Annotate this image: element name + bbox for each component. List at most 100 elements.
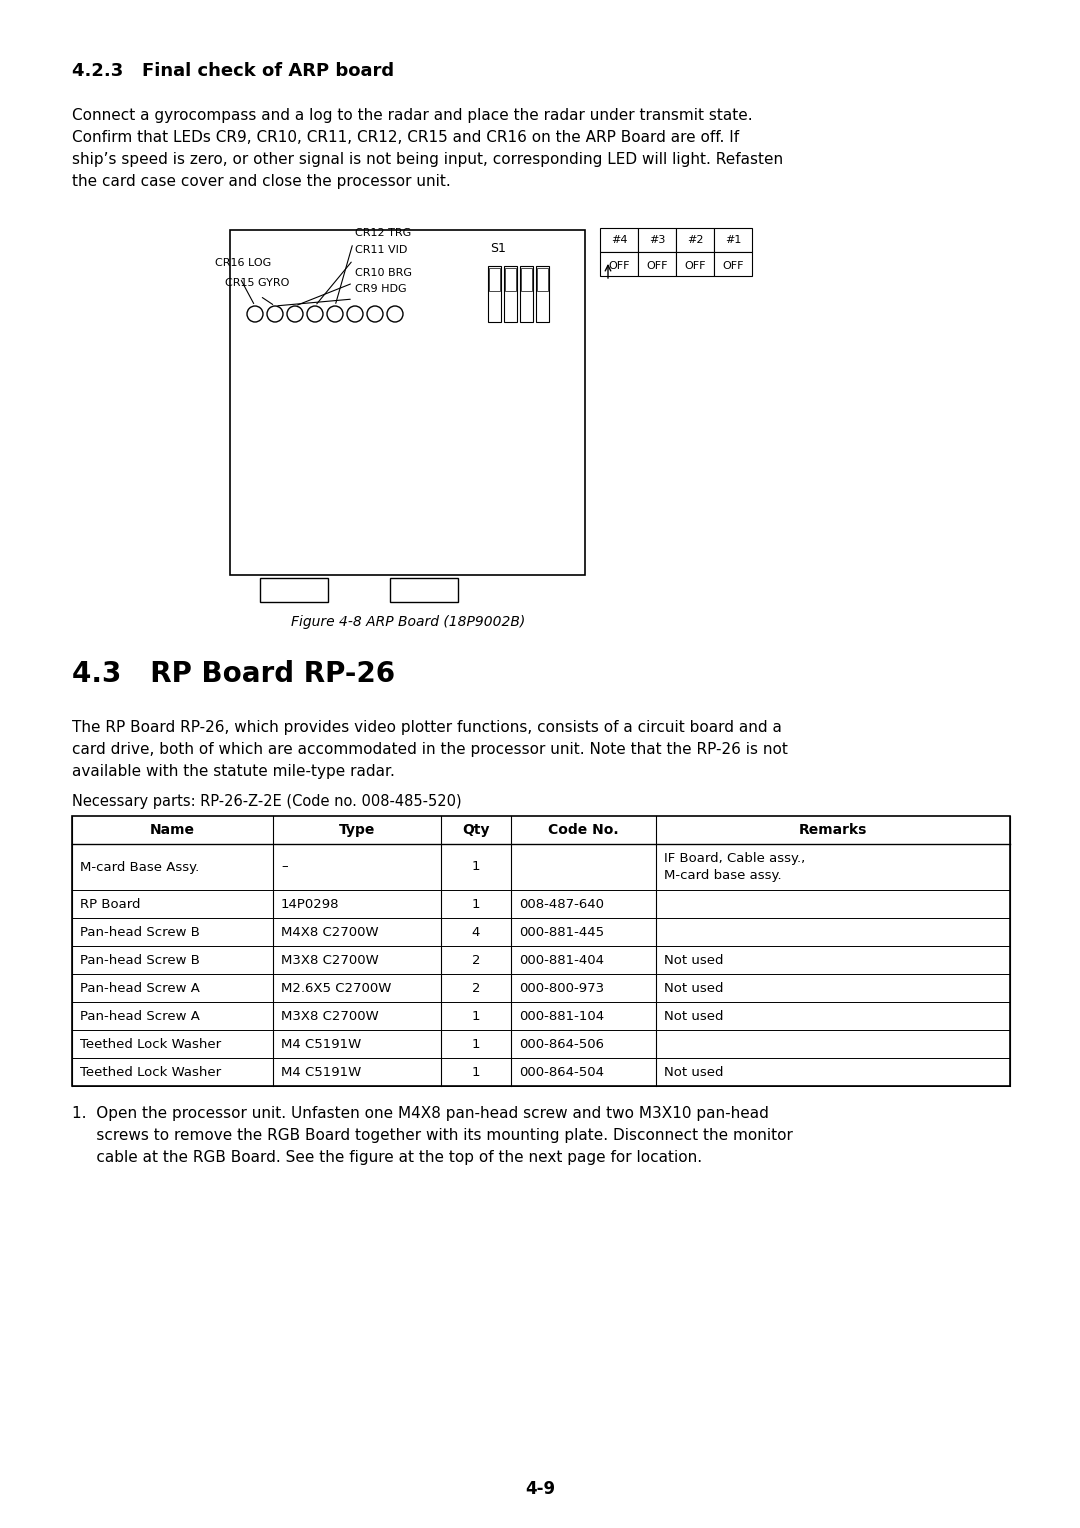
Bar [488,266,501,322]
Text: available with the statute mile-type radar.: available with the statute mile-type rad… [72,764,395,779]
Text: M4X8 C2700W: M4X8 C2700W [281,926,379,938]
Text: S1: S1 [490,241,505,255]
Bar [519,266,534,322]
Text: Code No.: Code No. [549,824,619,837]
Text: CR12 TRG: CR12 TRG [355,228,411,238]
Text: M3X8 C2700W: M3X8 C2700W [281,1010,379,1022]
Circle shape [247,306,264,322]
Text: RP Board: RP Board [80,897,140,911]
Circle shape [387,306,403,322]
Bar [230,231,585,575]
Text: OFF: OFF [723,261,744,270]
Text: M-card base assy.: M-card base assy. [664,869,782,882]
Text: Figure 4-8 ARP Board (18P9002B): Figure 4-8 ARP Board (18P9002B) [291,614,525,630]
Text: OFF: OFF [646,261,667,270]
Bar [72,816,1010,1086]
Text: cable at the RGB Board. See the figure at the top of the next page for location.: cable at the RGB Board. See the figure a… [72,1151,702,1164]
Text: 2: 2 [472,953,481,967]
Text: Qty: Qty [462,824,489,837]
Text: Confirm that LEDs CR9, CR10, CR11, CR12, CR15 and CR16 on the ARP Board are off.: Confirm that LEDs CR9, CR10, CR11, CR12,… [72,130,739,145]
Text: 1: 1 [472,860,481,874]
Text: #1: #1 [725,235,741,244]
Text: Necessary parts: RP-26-Z-2E (Code no. 008-485-520): Necessary parts: RP-26-Z-2E (Code no. 00… [72,795,461,808]
Text: #2: #2 [687,235,703,244]
Text: ship’s speed is zero, or other signal is not being input, corresponding LED will: ship’s speed is zero, or other signal is… [72,151,783,167]
Text: M2.6X5 C2700W: M2.6X5 C2700W [281,981,391,995]
Text: 2: 2 [472,981,481,995]
Circle shape [327,306,343,322]
Bar [638,252,676,277]
Text: screws to remove the RGB Board together with its mounting plate. Disconnect the : screws to remove the RGB Board together … [72,1128,793,1143]
Bar [600,252,638,277]
Text: CR9 HDG: CR9 HDG [355,284,407,293]
Bar [504,266,517,322]
Text: M-card Base Assy.: M-card Base Assy. [80,860,199,874]
Text: Pan-head Screw A: Pan-head Screw A [80,1010,200,1022]
Text: 008-487-640: 008-487-640 [519,897,604,911]
Text: Teethed Lock Washer: Teethed Lock Washer [80,1038,221,1051]
Text: CR11 VID: CR11 VID [355,244,407,255]
Text: 4.3   RP Board RP-26: 4.3 RP Board RP-26 [72,660,395,688]
Text: OFF: OFF [685,261,705,270]
Text: #4: #4 [611,235,627,244]
Text: M4 C5191W: M4 C5191W [281,1065,361,1079]
Bar [536,266,549,322]
Text: CR10 BRG: CR10 BRG [355,267,411,278]
Text: Remarks: Remarks [799,824,867,837]
Text: Pan-head Screw A: Pan-head Screw A [80,981,200,995]
Circle shape [267,306,283,322]
Text: Connect a gyrocompass and a log to the radar and place the radar under transmit : Connect a gyrocompass and a log to the r… [72,108,753,122]
Text: 000-881-104: 000-881-104 [519,1010,604,1022]
Text: #3: #3 [649,235,665,244]
Text: 4.2.3   Final check of ARP board: 4.2.3 Final check of ARP board [72,63,394,79]
Bar [676,252,714,277]
Text: 1: 1 [472,1065,481,1079]
Bar [537,267,548,292]
Circle shape [367,306,383,322]
Text: Type: Type [339,824,375,837]
Text: 1: 1 [472,1038,481,1051]
Bar [505,267,516,292]
Text: The RP Board RP-26, which provides video plotter functions, consists of a circui: The RP Board RP-26, which provides video… [72,720,782,735]
Text: Name: Name [150,824,195,837]
Circle shape [347,306,363,322]
Text: 000-864-504: 000-864-504 [519,1065,604,1079]
Bar [714,228,752,252]
Text: CR16 LOG: CR16 LOG [215,258,271,267]
Text: Pan-head Screw B: Pan-head Screw B [80,953,200,967]
Bar [714,252,752,277]
Text: Not used: Not used [664,981,724,995]
Text: 000-800-973: 000-800-973 [519,981,604,995]
Text: IF Board, Cable assy.,: IF Board, Cable assy., [664,853,806,865]
Text: M4 C5191W: M4 C5191W [281,1038,361,1051]
Text: CR15 GYRO: CR15 GYRO [225,278,289,287]
Bar [676,228,714,252]
Bar [390,578,458,602]
Text: the card case cover and close the processor unit.: the card case cover and close the proces… [72,174,450,189]
Text: Not used: Not used [664,1065,724,1079]
Circle shape [287,306,303,322]
Text: Not used: Not used [664,1010,724,1022]
Text: OFF: OFF [608,261,630,270]
Text: 4-9: 4-9 [525,1481,555,1497]
Text: 1: 1 [472,897,481,911]
Bar [489,267,500,292]
Text: 000-881-445: 000-881-445 [519,926,604,938]
Bar [260,578,328,602]
Bar [638,228,676,252]
Text: Teethed Lock Washer: Teethed Lock Washer [80,1065,221,1079]
Text: 4: 4 [472,926,481,938]
Text: 1: 1 [472,1010,481,1022]
Text: card drive, both of which are accommodated in the processor unit. Note that the : card drive, both of which are accommodat… [72,743,788,756]
Text: 000-864-506: 000-864-506 [519,1038,604,1051]
Text: 000-881-404: 000-881-404 [519,953,604,967]
Text: Pan-head Screw B: Pan-head Screw B [80,926,200,938]
Text: M3X8 C2700W: M3X8 C2700W [281,953,379,967]
Text: 1.  Open the processor unit. Unfasten one M4X8 pan-head screw and two M3X10 pan-: 1. Open the processor unit. Unfasten one… [72,1106,769,1122]
Text: –: – [281,860,287,874]
Text: 14P0298: 14P0298 [281,897,339,911]
Bar [600,228,638,252]
Text: Not used: Not used [664,953,724,967]
Circle shape [307,306,323,322]
Bar [521,267,532,292]
